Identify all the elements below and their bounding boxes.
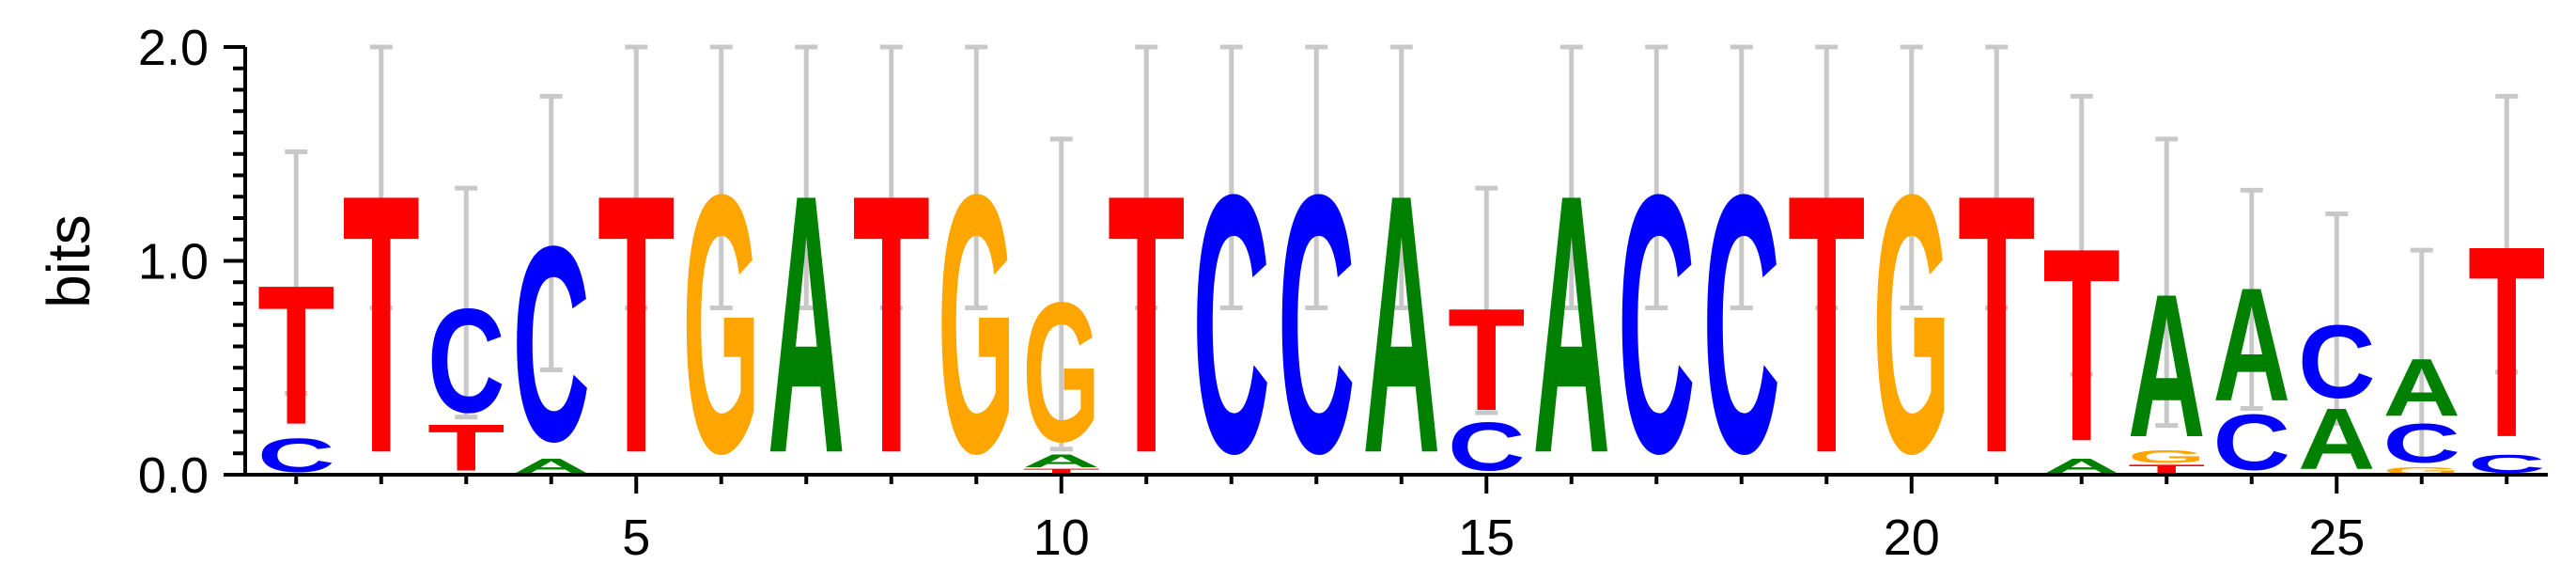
error-bar [1985,44,2009,311]
logo-letter-C: C [1278,119,1356,530]
error-bar [1815,44,1839,311]
error-bar [455,185,478,420]
logo-letter-T: T [853,119,930,530]
logo-letter-G: G [1873,118,1950,529]
logo-letter-C: C [2213,399,2290,487]
error-bar [1560,44,1583,311]
logo-letter-T: T [597,119,675,530]
logo-letter-C: C [2383,413,2461,475]
y-tick-label: 1.0 [138,234,209,290]
logo-letter-A: A [1363,119,1441,530]
x-tick-labels: 5 10 15 20 25 [622,509,2365,566]
error-bar [795,44,818,311]
logo-letter-C: C [513,188,590,499]
error-bar [2070,93,2093,377]
logo-letter-C: C [1448,409,1526,486]
error-bar [879,44,903,311]
x-tick-label: 20 [1884,509,1940,566]
x-tick-label: 5 [622,509,650,566]
logo-letter-G: G [683,118,760,529]
logo-letter-T: T [343,119,420,530]
logo-letter-C: C [2298,304,2375,420]
x-tick-label: 10 [1033,509,1090,566]
logo-letter-C: C [1703,119,1781,530]
error-bar [539,93,563,373]
x-tick-label: 15 [1458,509,1514,566]
y-tick-label: 2.0 [138,20,209,76]
error-bar [1475,185,1498,415]
error-bar [2410,247,2433,462]
logo-letter-A: A [2128,251,2205,479]
error-bar [2495,93,2519,375]
logo-letter-T: T [427,410,504,484]
logo-letter-T: T [257,243,334,466]
x-tick-label: 25 [2308,509,2365,566]
axes-layer [224,45,2548,494]
logo-letter-T: T [1108,119,1185,530]
error-bar [369,44,393,311]
logo-letter-G: G [1023,262,1100,483]
logo-letter-T: T [1958,119,2035,530]
error-bar [1389,44,1413,311]
error-bar [709,44,733,311]
logo-letter-A: A [768,119,846,530]
logo-letter-G: G [938,118,1015,529]
logo-letter-T: T [2043,192,2120,500]
error-bar [965,44,988,311]
error-bar [2240,187,2263,411]
error-bar [2155,136,2179,429]
error-bar [285,149,308,397]
logo-letter-T: T [1023,467,1100,476]
error-bar [1305,44,1328,311]
logo-letter-C: C [427,278,504,444]
logo-letter-A: A [1023,450,1101,471]
error-bar [1900,44,1923,311]
y-tick-labels: 0.0 1.0 2.0 [138,20,209,504]
error-bar [1219,44,1243,311]
logo-letter-G: G [2128,447,2205,467]
logo-letter-T: T [1448,277,1525,441]
logo-letter-C: C [1193,119,1271,530]
error-bar [2325,211,2349,426]
logo-letter-A: A [2383,342,2460,434]
error-bar [1645,44,1668,311]
logo-letter-T: T [2468,190,2545,494]
error-bar [625,44,648,311]
error-bar [1730,44,1753,311]
error-bars-layer [285,44,2519,462]
logo-letter-C: C [1618,119,1696,530]
logo-letter-T: T [1788,119,1865,530]
error-bar [1135,44,1158,311]
error-bar [1049,136,1073,452]
logo-letter-A: A [1533,119,1611,530]
logo-letter-A: A [2298,391,2375,489]
y-axis-title: bits [35,214,102,308]
logo-letter-A: A [2213,254,2291,434]
y-tick-label: 0.0 [138,447,209,504]
